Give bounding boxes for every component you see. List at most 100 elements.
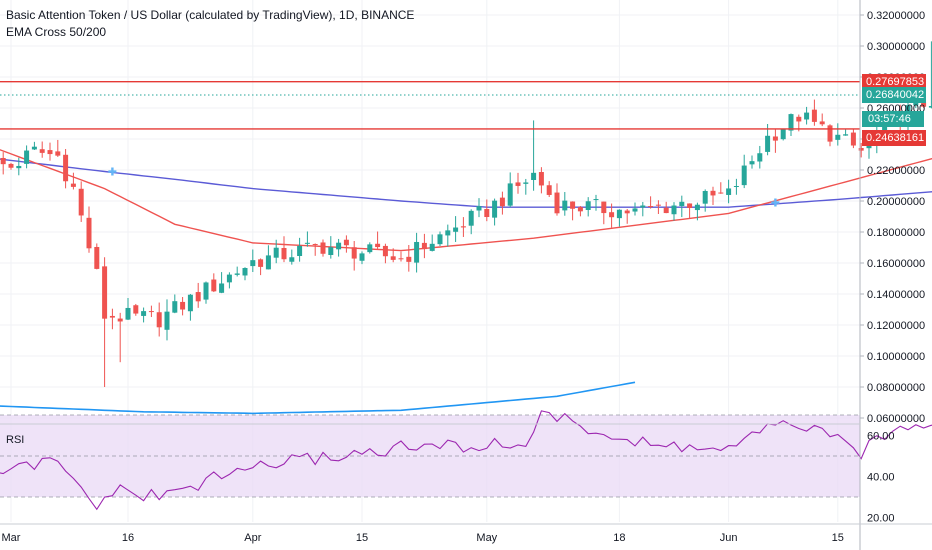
upper-resistance-price-tag: 0.27697853 (862, 73, 926, 90)
candle (679, 195, 685, 218)
candle (593, 194, 599, 211)
rsi-pane (0, 410, 932, 511)
ema-cross-marker (108, 167, 117, 176)
candle (655, 200, 661, 214)
price-tick-label: 0.22000000 (867, 165, 925, 177)
candle (538, 167, 544, 194)
candle (577, 206, 583, 217)
candle (250, 249, 256, 273)
candle-body (570, 201, 576, 209)
candle-body (819, 121, 825, 125)
candle-body (312, 244, 318, 246)
candle (102, 257, 108, 387)
candle-body (609, 212, 615, 218)
candle (523, 178, 529, 195)
price-tick-label: 0.16000000 (867, 258, 925, 270)
candles[interactable] (0, 41, 932, 387)
candle (258, 258, 264, 276)
candle-body (226, 274, 232, 283)
candle-body (297, 245, 303, 257)
candle-body (141, 311, 147, 316)
candle-body (827, 125, 833, 142)
candle (180, 297, 186, 316)
candle (749, 155, 755, 169)
candle (804, 106, 810, 125)
candle-body (250, 260, 256, 267)
candle-body (733, 186, 739, 188)
price-tick-label: 0.06000000 (867, 413, 925, 425)
candle-countdown: 03:57:46 (862, 111, 924, 127)
candle-body (702, 190, 708, 204)
candle (484, 199, 490, 222)
candle (499, 191, 505, 215)
candle (780, 129, 786, 141)
candle-body (687, 203, 693, 208)
candle (398, 251, 404, 262)
chart-title: Basic Attention Token / US Dollar (calcu… (6, 8, 415, 22)
candle (406, 244, 412, 272)
candle (601, 201, 607, 225)
candle-body (304, 242, 310, 244)
candle (195, 282, 201, 308)
candle-body (78, 188, 84, 216)
candle (343, 235, 349, 253)
candle-body (429, 243, 435, 251)
candle (609, 203, 615, 228)
candle (811, 99, 817, 126)
candle-body (858, 147, 864, 151)
candle (148, 305, 154, 318)
trend-drawings (0, 381, 636, 415)
candle-body (788, 114, 794, 131)
candle-body (258, 259, 264, 267)
candle-body (24, 150, 30, 164)
candle-body (281, 247, 287, 260)
candle (843, 129, 849, 136)
candle-body (453, 227, 459, 232)
candle (39, 141, 45, 158)
candle-body (187, 294, 193, 312)
candle (616, 209, 622, 227)
candle-body (679, 201, 685, 207)
price-tick-label: 0.14000000 (867, 289, 925, 301)
candle (640, 201, 646, 217)
candle-body (180, 301, 186, 310)
horizontal-levels (0, 80, 860, 130)
candle (304, 231, 310, 247)
candle-body (772, 136, 778, 141)
candle (297, 237, 303, 262)
candle (187, 294, 193, 321)
candle (281, 236, 287, 263)
candle (359, 251, 365, 265)
candle-body (47, 150, 53, 155)
candle-body (577, 207, 583, 212)
candle-body (515, 182, 521, 186)
candle-body (367, 244, 373, 253)
time-tick-label: Jun (720, 532, 738, 544)
candle (928, 41, 932, 109)
rsi-tick-label: 20.00 (867, 513, 895, 525)
candle (585, 197, 591, 217)
candle (819, 113, 825, 127)
candle-body (265, 255, 271, 270)
candle-body (382, 245, 388, 257)
candle-body (843, 134, 849, 136)
candle-body (63, 154, 69, 182)
candle (328, 236, 334, 259)
candle-body (148, 311, 154, 313)
time-tick-label: 16 (122, 532, 134, 544)
candle (492, 198, 498, 226)
candle-body (811, 109, 817, 122)
candle-body (741, 165, 747, 186)
candle-body (164, 311, 170, 330)
price-tick-label: 0.32000000 (867, 10, 925, 22)
candle (624, 208, 630, 224)
candle (55, 139, 61, 157)
candle-body (172, 301, 178, 313)
candle (63, 149, 69, 189)
candle-body (726, 188, 732, 195)
candle (718, 182, 724, 194)
candle (336, 238, 342, 257)
candle-body (195, 292, 201, 302)
